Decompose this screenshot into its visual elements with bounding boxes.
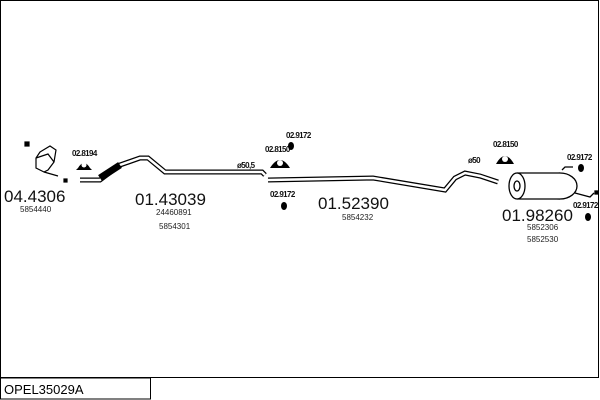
rubber-mount-icon[interactable] xyxy=(288,142,294,150)
oem-number-middle-pipe: 5854232 xyxy=(342,213,374,222)
catalytic-converter[interactable] xyxy=(24,141,68,183)
part-number-front-pipe: 01.43039 xyxy=(135,190,206,209)
part-number-middle-pipe: 01.52390 xyxy=(318,194,389,213)
diameter-mid: ø50,5 xyxy=(237,161,256,170)
part-number-rear-silencer: 01.98260 xyxy=(502,206,573,225)
ref-clamp-front: 02.8194 xyxy=(72,149,98,158)
ref-rubber-mid-top: 02.9172 xyxy=(286,131,312,140)
ref-hanger-mid: 02.8150 xyxy=(265,145,291,154)
oem-number-rear-silencer-2: 5852530 xyxy=(527,235,559,244)
rubber-mount-icon[interactable] xyxy=(585,213,591,221)
middle-pipe[interactable] xyxy=(267,170,499,193)
clamp-icon[interactable] xyxy=(76,162,92,171)
oem-number-front-pipe-1: 24460891 xyxy=(156,208,192,217)
diagram-title: OPEL35029A xyxy=(4,382,84,397)
hanger-icon[interactable] xyxy=(496,156,514,164)
oem-number-rear-silencer-1: 5852306 xyxy=(527,223,559,232)
ref-rubber-mid-bottom: 02.9172 xyxy=(270,190,296,199)
diameter-rear: ø50 xyxy=(468,156,481,165)
oem-number-front-pipe-2: 5854301 xyxy=(159,222,191,231)
rubber-mount-icon[interactable] xyxy=(578,164,584,172)
ref-rubber-rear-bottom: 02.9172 xyxy=(573,201,599,210)
rubber-mount-icon[interactable] xyxy=(281,202,287,210)
oem-number-cat: 5854440 xyxy=(20,205,52,214)
part-number-cat: 04.4306 xyxy=(4,187,65,206)
frame xyxy=(0,0,599,378)
ref-hanger-rear: 02.8150 xyxy=(493,140,519,149)
front-pipe[interactable] xyxy=(80,155,267,183)
hanger-icon[interactable] xyxy=(270,160,290,168)
title-box xyxy=(0,377,151,400)
rear-silencer[interactable] xyxy=(508,166,599,200)
ref-rubber-rear-top: 02.9172 xyxy=(567,153,593,162)
